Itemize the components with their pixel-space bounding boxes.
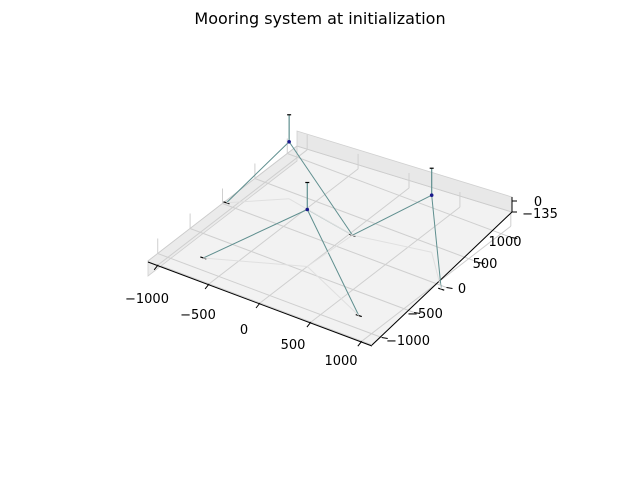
z-tick-label: 0 <box>534 195 542 210</box>
mooring-shadow <box>288 198 353 236</box>
mooring-shadow <box>307 234 353 267</box>
axes-lines <box>147 197 513 347</box>
mooring-line <box>352 194 432 236</box>
grid-line-y <box>287 153 512 238</box>
y-ticks: −1000 −500 0 500 1000 <box>381 235 522 349</box>
mooring-shadow <box>431 252 442 290</box>
x-axis-line <box>147 261 373 347</box>
x-tick-label: −1000 <box>125 292 169 307</box>
platform-node <box>429 193 434 198</box>
y-tick-mark <box>381 337 388 339</box>
y-tick-mark <box>511 237 518 239</box>
mooring-shadow <box>203 257 308 267</box>
mooring-line <box>288 141 353 236</box>
y-tick-label: 0 <box>458 282 466 297</box>
x-tick-mark <box>204 283 210 290</box>
grid-line-y <box>157 253 382 338</box>
mooring-shadow <box>352 234 432 253</box>
x-ticks: −1000 −500 0 500 1000 <box>125 264 363 369</box>
y-tick-label: 500 <box>473 257 498 272</box>
mooring-shadow <box>226 198 290 204</box>
z-tick-label: −135 <box>522 207 558 222</box>
y-tick-mark <box>446 287 453 289</box>
mooring-line <box>226 141 290 204</box>
y-tick-label: −500 <box>407 307 443 322</box>
grid-line-y <box>189 228 415 313</box>
grid-line-y <box>254 178 480 263</box>
y-axis-line <box>371 211 513 346</box>
y-tick-label: −1000 <box>386 334 430 349</box>
chart-title: Mooring system at initialization <box>194 9 445 28</box>
platform-node <box>287 139 291 144</box>
mooring-line <box>306 209 360 316</box>
x-tick-mark <box>357 340 363 347</box>
x-tick-mark <box>255 302 261 309</box>
platform-node <box>305 207 310 212</box>
mooring-line <box>431 195 442 290</box>
grid-line-y <box>222 203 447 288</box>
y-tick-mark <box>414 312 421 314</box>
x-tick-label: 500 <box>281 338 306 353</box>
x-tick-label: −500 <box>180 308 216 323</box>
x-tick-label: 1000 <box>324 354 357 369</box>
x-tick-mark <box>306 321 312 328</box>
y-tick-mark <box>478 262 485 264</box>
mooring-line <box>203 209 308 259</box>
x-tick-mark <box>153 264 159 271</box>
x-tick-label: 0 <box>240 323 248 338</box>
mooring-shadow <box>306 266 360 316</box>
mooring-lines <box>200 114 445 318</box>
y-tick-label: 1000 <box>488 235 521 250</box>
